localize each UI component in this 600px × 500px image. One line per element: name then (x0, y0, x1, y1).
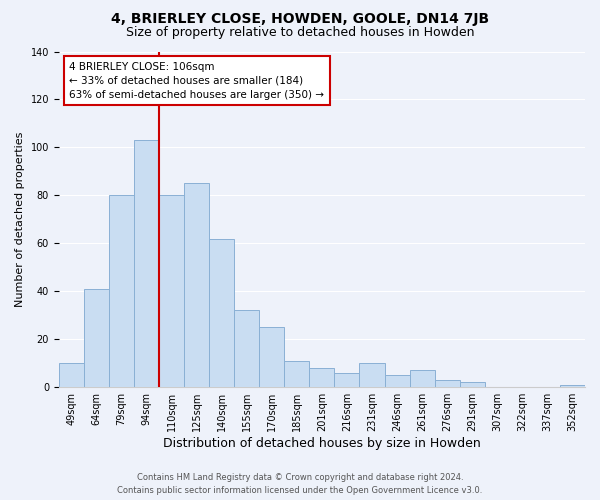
Bar (334, 373, 359, 387)
Text: Contains HM Land Registry data © Crown copyright and database right 2024.
Contai: Contains HM Land Registry data © Crown c… (118, 473, 482, 495)
Bar (159, 196, 184, 387)
Y-axis label: Number of detached properties: Number of detached properties (15, 132, 25, 307)
Bar (134, 140, 159, 387)
Bar (234, 310, 259, 387)
Bar (109, 196, 134, 387)
Bar (284, 361, 310, 387)
Bar (359, 363, 385, 387)
Bar (310, 368, 334, 387)
Bar (259, 328, 284, 387)
Bar (410, 370, 434, 387)
Bar (434, 380, 460, 387)
Bar (560, 385, 585, 387)
Text: 4, BRIERLEY CLOSE, HOWDEN, GOOLE, DN14 7JB: 4, BRIERLEY CLOSE, HOWDEN, GOOLE, DN14 7… (111, 12, 489, 26)
Bar (385, 375, 410, 387)
Text: Size of property relative to detached houses in Howden: Size of property relative to detached ho… (126, 26, 474, 39)
Bar (184, 184, 209, 387)
Bar (84, 289, 109, 387)
Text: 4 BRIERLEY CLOSE: 106sqm
← 33% of detached houses are smaller (184)
63% of semi-: 4 BRIERLEY CLOSE: 106sqm ← 33% of detach… (70, 62, 325, 100)
X-axis label: Distribution of detached houses by size in Howden: Distribution of detached houses by size … (163, 437, 481, 450)
Bar (209, 238, 234, 387)
Bar (460, 382, 485, 387)
Bar (59, 363, 84, 387)
